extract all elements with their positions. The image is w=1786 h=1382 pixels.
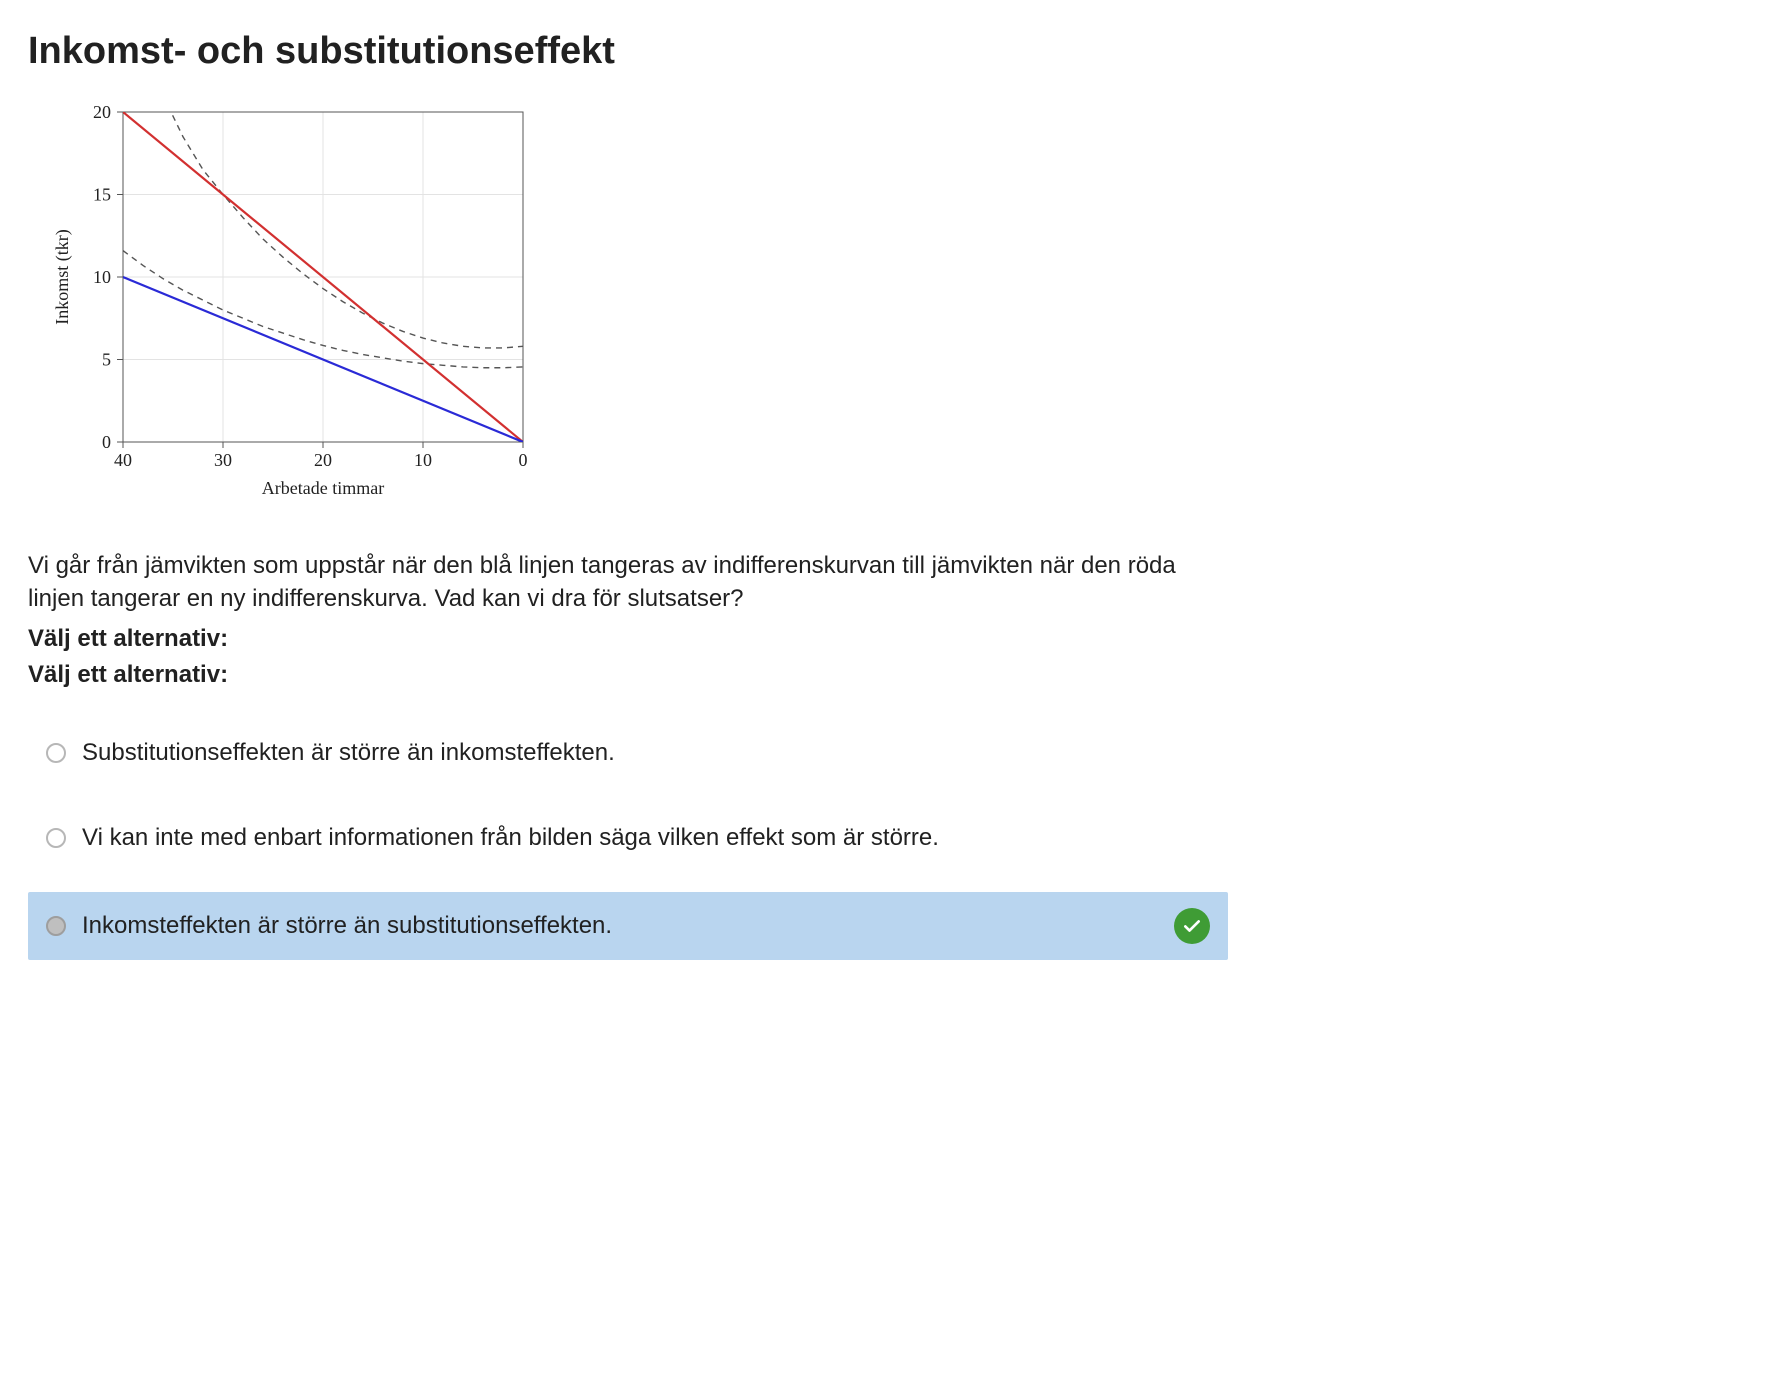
svg-text:10: 10 [93,267,111,287]
svg-text:20: 20 [93,102,111,122]
radio-icon[interactable] [46,743,66,763]
option-label: Substitutionseffekten är större än inkom… [82,737,1210,768]
chart-container: 40 30 20 10 0 0 5 10 15 20 Arbetade timmar Inkomst … [48,94,1228,519]
option-row-1[interactable]: Vi kan inte med enbart informationen frå… [28,806,1228,869]
question-page: Inkomst- och substitutionseffekt 40 30 20 1… [0,0,1256,1020]
option-label: Vi kan inte med enbart informationen frå… [82,822,1210,853]
radio-icon[interactable] [46,828,66,848]
svg-text:30: 30 [214,450,232,470]
prompt-line-1: Välj ett alternativ: [28,622,1228,657]
svg-text:40: 40 [114,450,132,470]
svg-text:5: 5 [102,349,111,369]
prompt-line-2: Välj ett alternativ: [28,658,1228,693]
radio-icon[interactable] [46,916,66,936]
svg-text:15: 15 [93,184,111,204]
svg-text:Arbetade timmar: Arbetade timmar [262,478,384,498]
question-text: Vi går från jämvikten som uppstår när de… [28,549,1228,616]
option-label: Inkomsteffekten är större än substitutio… [82,910,1158,941]
option-row-0[interactable]: Substitutionseffekten är större än inkom… [28,721,1228,784]
options-list: Substitutionseffekten är större än inkom… [28,721,1228,959]
svg-text:Inkomst (tkr): Inkomst (tkr) [52,229,73,324]
question-title: Inkomst- och substitutionseffekt [28,28,1228,76]
svg-text:0: 0 [102,432,111,452]
svg-text:10: 10 [414,450,432,470]
svg-text:20: 20 [314,450,332,470]
correct-check-icon [1174,908,1210,944]
option-row-2[interactable]: Inkomsteffekten är större än substitutio… [28,892,1228,960]
income-substitution-chart: 40 30 20 10 0 0 5 10 15 20 Arbetade timmar Inkomst … [48,94,568,514]
svg-text:0: 0 [519,450,528,470]
